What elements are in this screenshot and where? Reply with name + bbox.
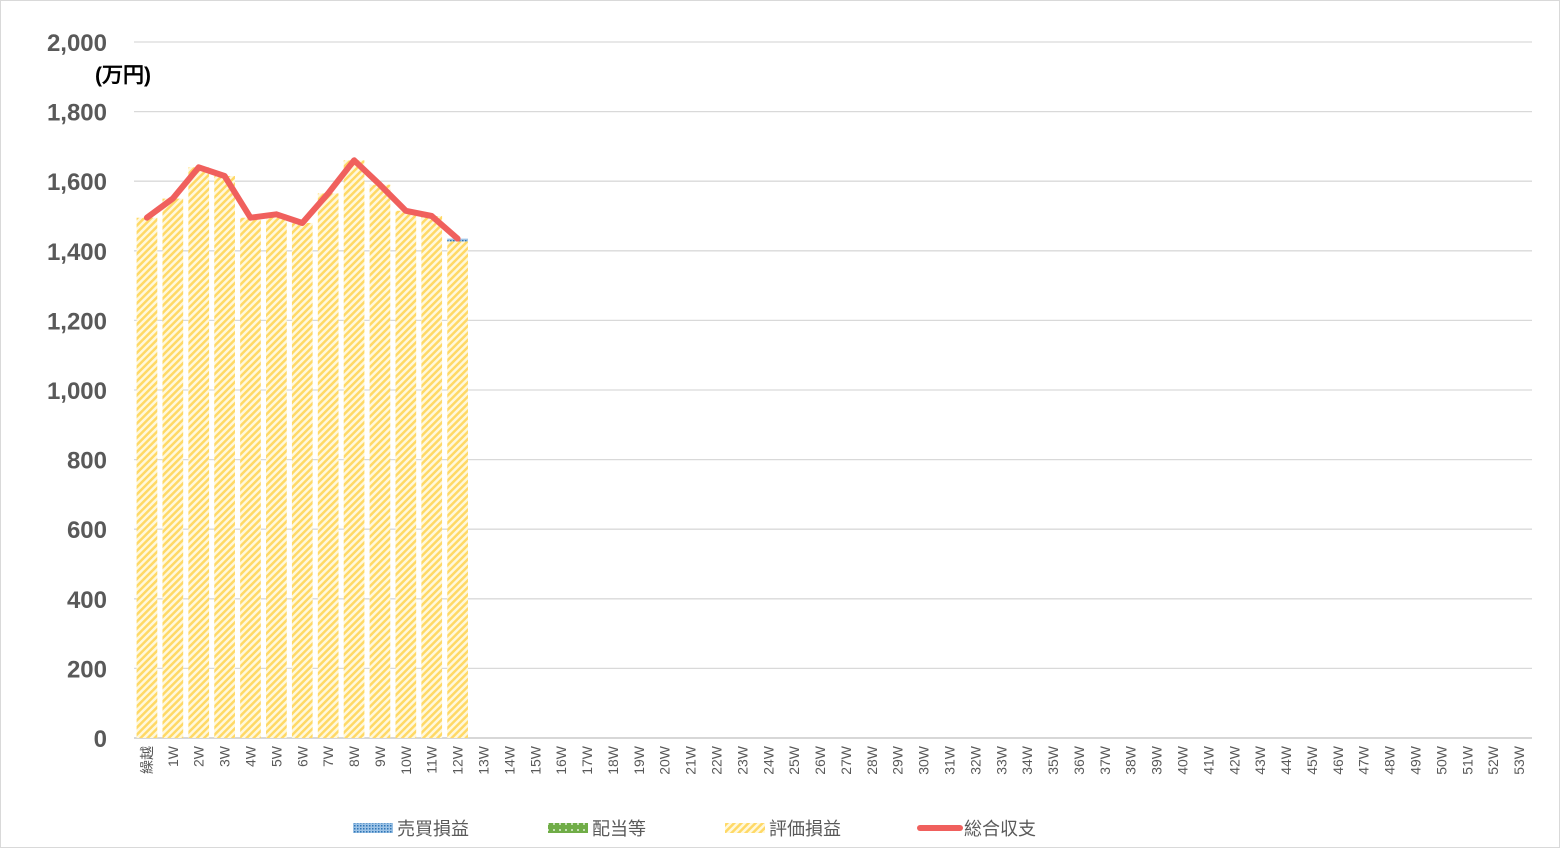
- x-tick-label: 31W: [942, 745, 958, 775]
- y-tick-label: 400: [67, 587, 107, 614]
- x-tick-label: 36W: [1071, 745, 1087, 775]
- x-tick-label: 12W: [450, 745, 466, 775]
- legend-swatch: [725, 823, 765, 833]
- line-series-総合収支: [143, 157, 461, 242]
- bar-評価損益-繰越: [136, 217, 158, 739]
- y-tick-label: 0: [94, 726, 107, 753]
- x-tick-label: 52W: [1485, 745, 1501, 775]
- x-tick-label: 42W: [1226, 745, 1242, 775]
- x-tick-label: 41W: [1200, 745, 1216, 775]
- x-tick-label: 53W: [1511, 745, 1527, 775]
- bar-評価損益-5W: [266, 214, 287, 738]
- legend-swatch: [353, 823, 393, 833]
- bar-評価損益-7W: [317, 193, 339, 738]
- x-tick-label: 29W: [890, 745, 906, 775]
- x-tick-label: 49W: [1408, 745, 1424, 775]
- x-tick-label: 3W: [217, 745, 233, 767]
- y-tick-label: 1,000: [47, 378, 107, 405]
- x-tick-label: 13W: [476, 745, 492, 775]
- bar-評価損益-12W: [447, 241, 468, 739]
- bar-評価損益-8W: [343, 160, 365, 738]
- x-tick-label: 38W: [1123, 745, 1139, 775]
- x-tick-label: 35W: [1045, 745, 1061, 775]
- x-tick-label: 17W: [579, 745, 595, 775]
- x-tick-label: 7W: [320, 745, 336, 767]
- x-tick-label: 19W: [631, 745, 647, 775]
- x-tick-label: 25W: [786, 745, 802, 775]
- legend-label: 評価損益: [769, 819, 841, 840]
- legend: 売買損益 配当等 評価損益 総合収支: [353, 819, 1036, 840]
- x-tick-label: 16W: [553, 745, 569, 775]
- x-tick-label: 5W: [268, 745, 284, 767]
- x-tick-label: 11W: [424, 745, 440, 774]
- x-tick-label: 45W: [1304, 745, 1320, 775]
- x-tick-label: 6W: [294, 745, 310, 767]
- x-tick-label: 39W: [1149, 745, 1165, 775]
- x-tick-label: 43W: [1252, 745, 1268, 775]
- x-tick-label: 4W: [243, 745, 259, 767]
- total-line: [143, 157, 461, 242]
- x-tick-label: 10W: [398, 745, 414, 775]
- bar-評価損益-9W: [369, 184, 391, 738]
- x-tick-label: 24W: [760, 745, 776, 775]
- x-tick-label: 27W: [838, 745, 854, 775]
- y-tick-label: 1,600: [47, 169, 107, 196]
- x-tick-label: 23W: [734, 745, 750, 775]
- x-tick-label: 繰越: [139, 746, 155, 774]
- x-tick-label: 1W: [165, 745, 181, 767]
- x-tick-label: 50W: [1433, 745, 1449, 775]
- x-tick-label: 9W: [372, 745, 388, 767]
- x-tick-label: 37W: [1097, 745, 1113, 775]
- x-tick-label: 20W: [657, 745, 673, 775]
- unit-label: (万円): [95, 64, 151, 87]
- bar-評価損益-2W: [188, 167, 210, 738]
- x-tick-label: 34W: [1019, 745, 1035, 775]
- x-tick-label: 47W: [1356, 745, 1372, 775]
- x-tick-label: 15W: [527, 745, 543, 775]
- x-tick-label: 48W: [1382, 745, 1398, 775]
- x-tick-label: 40W: [1175, 745, 1191, 775]
- x-tick-label: 2W: [191, 745, 207, 767]
- x-tick-label: 22W: [709, 745, 725, 775]
- x-tick-label: 18W: [605, 745, 621, 775]
- x-tick-label: 32W: [967, 745, 983, 775]
- bar-評価損益-4W: [240, 217, 261, 739]
- y-tick-label: 1,200: [47, 308, 107, 335]
- x-tick-label: 51W: [1459, 745, 1475, 775]
- y-tick-label: 1,400: [47, 239, 107, 266]
- bar-評価損益-3W: [214, 175, 235, 739]
- y-tick-label: 2,000: [47, 30, 107, 57]
- x-tick-label: 44W: [1278, 745, 1294, 775]
- x-axis-labels: 繰越 1W 2W 3W 4W 5W 6W 7W 8W 9W 10W 11W 12W 13W 14W 15W 16…: [139, 745, 1527, 775]
- legend-label: 配当等: [592, 819, 646, 840]
- x-tick-label: 33W: [993, 745, 1009, 775]
- x-tick-label: 30W: [916, 745, 932, 775]
- y-tick-label: 800: [67, 448, 107, 475]
- legend-label: 売買損益: [397, 819, 469, 840]
- x-tick-label: 26W: [812, 745, 828, 775]
- y-tick-label: 1,800: [47, 100, 107, 127]
- legend-swatch: [548, 823, 588, 833]
- x-tick-label: 46W: [1330, 745, 1346, 775]
- legend-label: 総合収支: [964, 819, 1036, 840]
- y-tick-label: 600: [67, 517, 107, 544]
- bar-評価損益-11W: [421, 216, 443, 738]
- x-tick-label: 8W: [346, 745, 362, 767]
- x-tick-label: 21W: [683, 745, 699, 775]
- x-tick-label: 14W: [501, 745, 517, 775]
- y-axis-labels: 0 200 400 600 800 1,000 1,200 1,400 1,600 1,800 2,…: [47, 30, 107, 753]
- x-tick-label: 28W: [864, 745, 880, 775]
- y-tick-label: 200: [67, 656, 107, 683]
- bar-評価損益-6W: [291, 222, 313, 738]
- bars: [136, 160, 468, 739]
- gridlines: [134, 41, 1532, 739]
- bar-評価損益-1W: [162, 198, 184, 739]
- bar-評価損益-10W: [395, 210, 417, 738]
